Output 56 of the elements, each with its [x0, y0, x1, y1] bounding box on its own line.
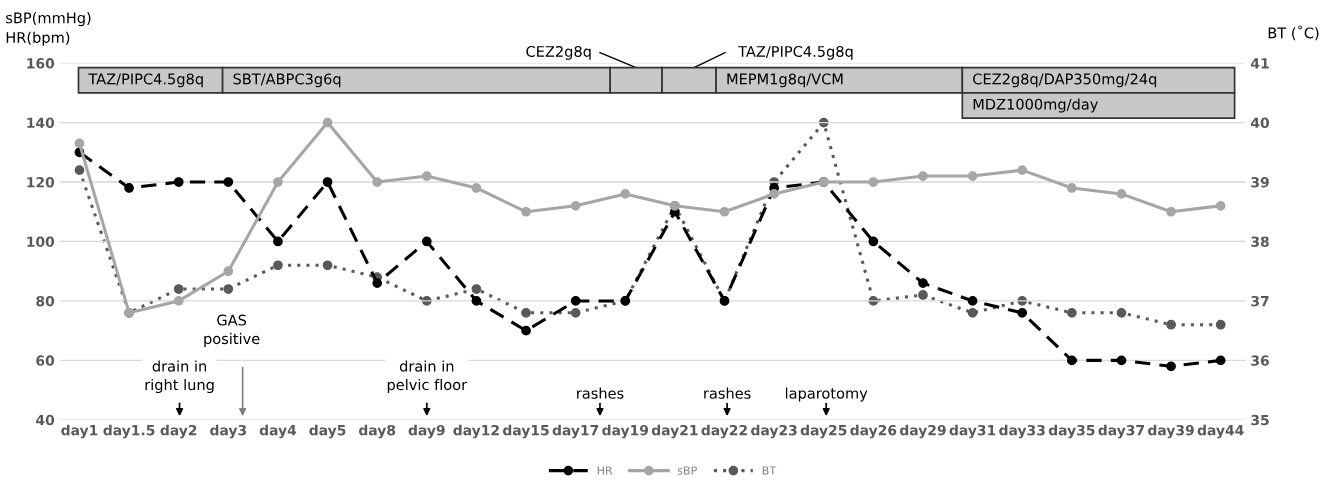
- y-tick-label: 100: [27, 236, 55, 247]
- x-tick-label: day9: [408, 424, 445, 439]
- legend-label: BT: [762, 466, 777, 475]
- annotation: SBT/ABPC3g6q: [233, 73, 341, 88]
- y2-tick-label: 36: [1251, 355, 1269, 366]
- y-tick-label: 80: [36, 295, 55, 307]
- x-tick-label: day23: [751, 424, 797, 439]
- annotation: MDZ1000mg/day: [973, 98, 1098, 113]
- annotation: CEZ2g8q/DAP350mg/24q: [973, 73, 1157, 88]
- x-tick-label: day5: [309, 424, 346, 439]
- legend-label: sBP: [677, 466, 697, 475]
- annotation: drain in pelvic floor: [387, 360, 468, 394]
- y2-tick-label: 39: [1251, 177, 1269, 188]
- x-tick-label: day35: [1048, 424, 1095, 439]
- x-tick-label: day4: [259, 424, 297, 439]
- annotation: rashes: [577, 387, 624, 399]
- annotation: rashes: [704, 387, 751, 399]
- y2-tick-label: 35: [1251, 414, 1269, 426]
- x-tick-label: day2: [160, 424, 197, 439]
- x-tick-label: day39: [1148, 424, 1194, 439]
- x-tick-label: day29: [899, 424, 946, 439]
- x-tick-label: day3: [210, 424, 247, 439]
- x-tick-label: day12: [453, 424, 499, 439]
- annotation: drain in right lung: [145, 360, 214, 394]
- x-tick-label: day44: [1197, 424, 1244, 439]
- x-tick-label: day33: [999, 424, 1045, 439]
- legend-label: HR: [597, 466, 613, 475]
- annotation: laparotomy: [785, 387, 868, 402]
- annotation: TAZ/PIPC4.5g8q: [88, 73, 203, 88]
- x-tick-label: day25: [800, 424, 847, 439]
- text: TAZ/PIPC4.5g8q: [738, 45, 853, 60]
- annotation: GAS positive: [204, 314, 260, 347]
- y-tick-label: 160: [27, 58, 55, 69]
- y2-tick-label: 38: [1251, 236, 1269, 247]
- x-tick-label: day26: [850, 424, 897, 439]
- y2-tick-label: 40: [1250, 117, 1270, 129]
- x-tick-label: day17: [552, 424, 599, 439]
- x-tick-label: day19: [602, 424, 649, 439]
- y-tick-label: 40: [36, 414, 55, 426]
- y2-tick-label: 37: [1251, 295, 1269, 307]
- annotation: MEPM1g8q/VCM: [727, 73, 843, 88]
- y-tick-label: 120: [27, 177, 55, 188]
- x-tick-label: day1: [61, 424, 98, 439]
- x-tick-label: day37: [1098, 424, 1144, 439]
- x-tick-label: day8: [359, 424, 396, 439]
- x-tick-label: day1.5: [103, 424, 155, 439]
- x-tick-label: day15: [503, 424, 549, 439]
- y-tick-label: 60: [36, 355, 55, 366]
- x-tick-label: day21: [651, 424, 698, 439]
- y-axis-title: sBP(mmHg) HR(bpm): [6, 12, 91, 46]
- text: CEZ2g8q: [526, 45, 591, 60]
- x-tick-label: day22: [701, 424, 747, 439]
- y2-axis-title: BT (˚C): [1268, 25, 1319, 41]
- x-tick-label: day31: [949, 424, 996, 439]
- y2-tick-label: 41: [1250, 58, 1269, 69]
- y-tick-label: 140: [27, 117, 55, 129]
